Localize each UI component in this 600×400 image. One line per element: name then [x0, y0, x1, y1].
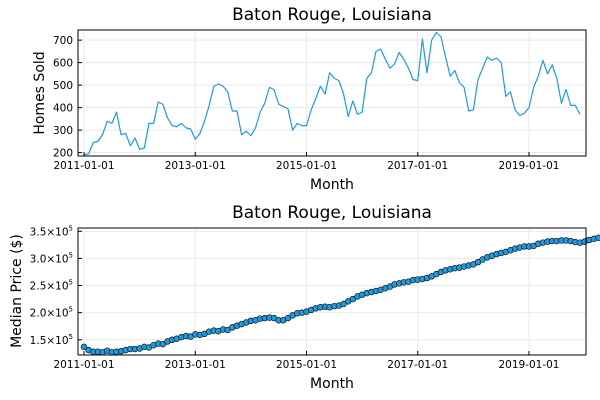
data-point	[349, 295, 357, 303]
chart-title: Baton Rouge, Louisiana	[232, 203, 432, 223]
y-tick-label: 300	[53, 125, 73, 137]
data-point	[595, 234, 600, 241]
y-tick-label: 700	[53, 35, 73, 47]
x-tick-label: 2017-01-01	[387, 359, 448, 371]
x-tick-label: 2019-01-01	[498, 359, 559, 371]
x-tick-label: 2015-01-01	[276, 160, 337, 172]
gridlines	[78, 228, 586, 355]
series-points	[80, 234, 600, 356]
x-tick-label: 2013-01-01	[165, 359, 226, 371]
y-tick-labels: 1.5×105 2.0×105 2.5×105 3.0×105 3.5×105	[30, 224, 82, 347]
data-point	[80, 343, 88, 351]
y-tick-label: 200	[53, 148, 73, 160]
y-axis-label: Homes Sold	[32, 51, 48, 134]
x-tick-labels: 2011-01-01 2013-01-01 2015-01-01 2017-01-01…	[54, 152, 560, 172]
y-tick-labels: 200 300 400 500 600 700	[53, 35, 82, 160]
x-tick-label: 2013-01-01	[165, 160, 226, 172]
homes-sold-line	[83, 31, 581, 156]
data-point	[474, 258, 482, 266]
y-tick-label: 1.5×105	[30, 333, 73, 347]
median-price-panel: Baton Rouge, Louisiana 1.5×105 2.0×105 2.5…	[9, 203, 600, 392]
data-point	[284, 314, 292, 322]
y-axis-label: Median Price ($)	[9, 234, 25, 348]
data-point	[224, 326, 231, 334]
x-axis-label: Month	[310, 376, 354, 392]
y-tick-label: 600	[53, 58, 73, 70]
y-tick-label: 2.5×105	[30, 279, 73, 293]
plot-frame	[77, 227, 587, 356]
data-point	[340, 300, 347, 308]
x-tick-label: 2017-01-01	[387, 160, 448, 172]
chart-title: Baton Rouge, Louisiana	[232, 5, 432, 25]
x-tick-label: 2019-01-01	[498, 160, 559, 172]
y-tick-label: 400	[53, 103, 73, 115]
x-axis-label: Month	[310, 177, 354, 193]
series-line	[83, 31, 581, 156]
y-tick-label: 500	[53, 80, 73, 92]
y-tick-label: 2.0×105	[30, 306, 73, 320]
plot-frame	[77, 29, 587, 157]
y-tick-label: 3.0×105	[30, 251, 73, 265]
x-tick-label: 2015-01-01	[276, 359, 337, 371]
x-tick-labels: 2011-01-01 2013-01-01 2015-01-01 2017-01-01…	[54, 351, 560, 371]
y-tick-label: 3.5×105	[30, 224, 73, 238]
data-point	[159, 340, 167, 348]
x-tick-label: 2011-01-01	[54, 359, 115, 371]
x-tick-label: 2011-01-01	[54, 160, 115, 172]
homes-sold-panel: Baton Rouge, Louisiana 200 300 400 500 600 70…	[32, 5, 587, 193]
